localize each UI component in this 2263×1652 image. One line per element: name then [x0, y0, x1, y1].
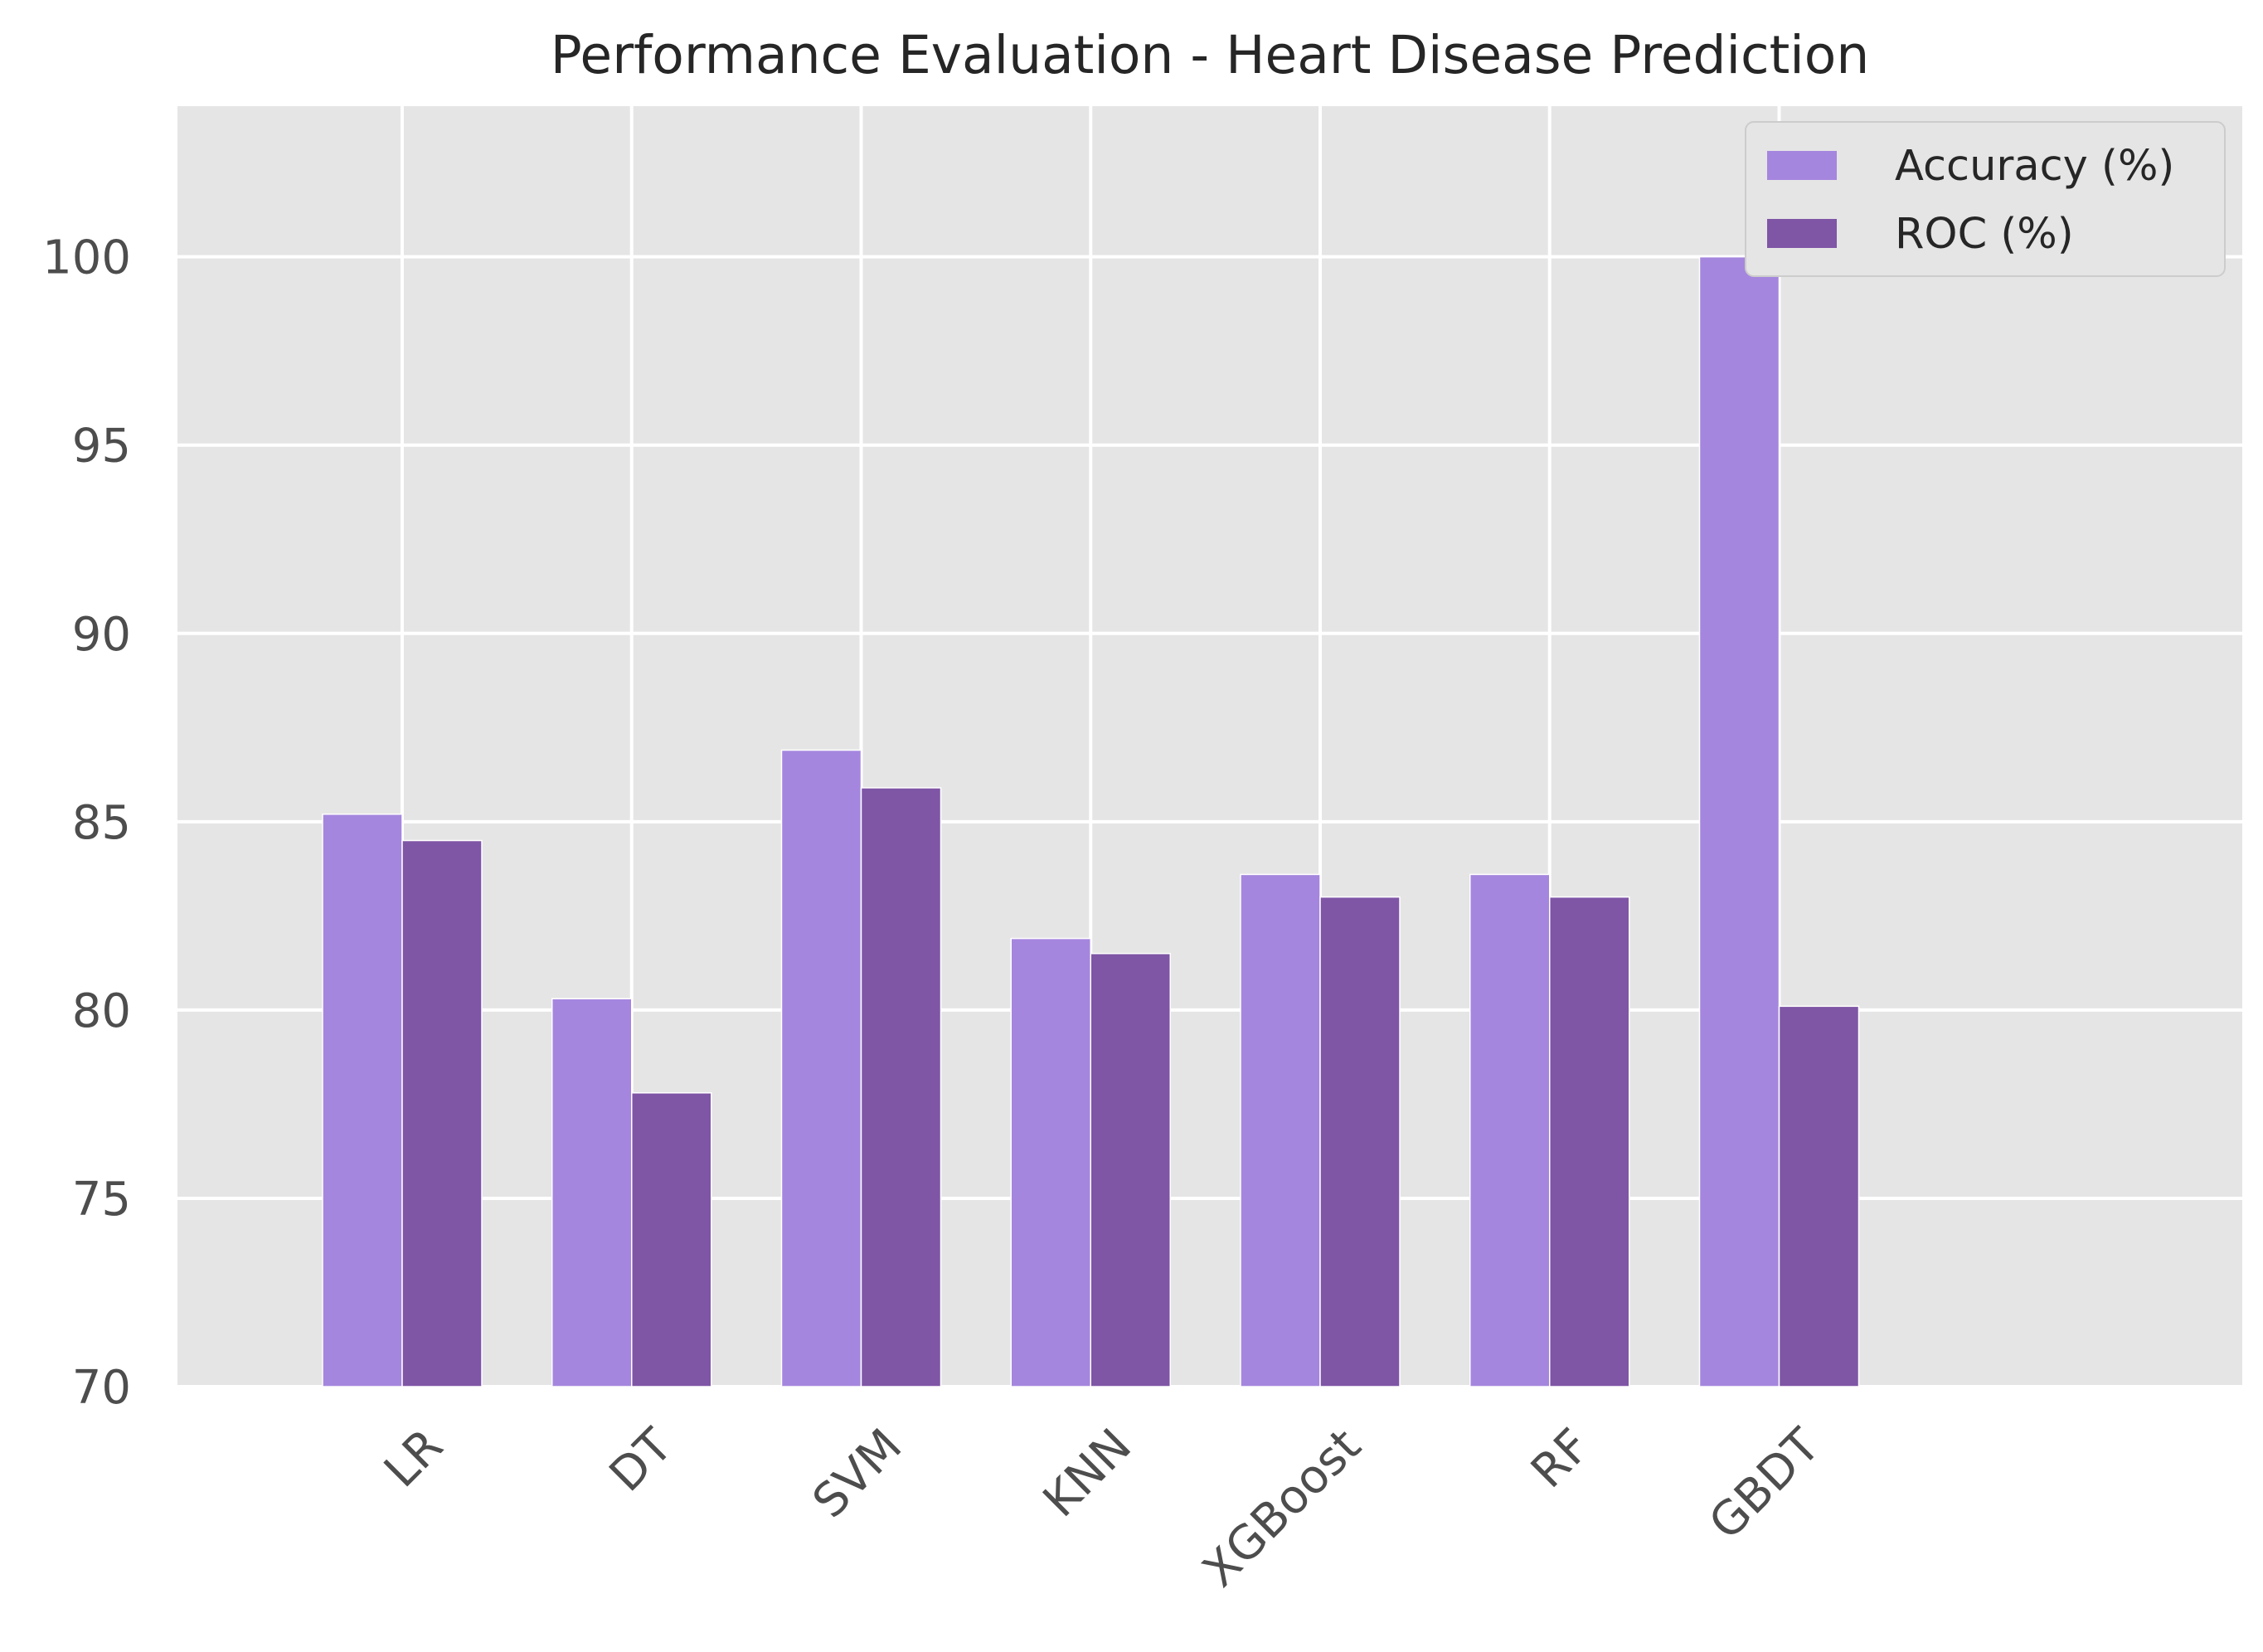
bar-accuracy-lr	[322, 813, 403, 1387]
bar-roc-knn	[1090, 953, 1171, 1387]
bar-roc-lr	[401, 839, 483, 1387]
x-tick-labels: LR DT SVM KNN XGBoost RF GBDT	[374, 1418, 1831, 1597]
x-tick-label: GBDT	[1699, 1418, 1831, 1550]
x-tick-label: DT	[600, 1418, 683, 1502]
legend-box	[1745, 121, 2226, 277]
bar-accuracy-rf	[1469, 873, 1551, 1387]
x-tick-label: XGBoost	[1192, 1419, 1372, 1598]
y-tick-labels: 70 75 80 85 90 95 100	[42, 231, 131, 1415]
y-tick-label: 100	[42, 231, 131, 285]
chart-title: Performance Evaluation - Heart Disease P…	[551, 25, 1870, 85]
plot-area	[177, 106, 2242, 1387]
bar-roc-gbdt	[1778, 1005, 1860, 1387]
legend-swatch-roc	[1767, 219, 1837, 248]
x-tick-label: LR	[374, 1419, 454, 1499]
x-tick-label: RF	[1521, 1419, 1600, 1499]
bar-roc-xgboost	[1319, 896, 1401, 1387]
y-tick-label: 75	[72, 1173, 131, 1227]
y-tick-label: 70	[72, 1361, 131, 1415]
bar-accuracy-dt	[551, 998, 633, 1387]
bar-accuracy-gbdt	[1698, 255, 1780, 1387]
bar-roc-svm	[860, 787, 942, 1387]
x-tick-label: SVM	[803, 1419, 912, 1528]
legend-label-accuracy: Accuracy (%)	[1895, 142, 2174, 191]
bar-accuracy-xgboost	[1240, 873, 1321, 1387]
y-tick-label: 90	[72, 608, 131, 662]
y-tick-label: 85	[72, 796, 131, 850]
bars	[322, 255, 1860, 1387]
bar-roc-rf	[1549, 896, 1630, 1387]
bar-accuracy-svm	[780, 749, 862, 1387]
bar-roc-dt	[631, 1092, 712, 1387]
y-tick-label: 80	[72, 984, 131, 1038]
bar-accuracy-knn	[1010, 937, 1091, 1387]
legend-label-roc: ROC (%)	[1895, 210, 2074, 259]
legend: Accuracy (%) ROC (%)	[1745, 121, 2226, 277]
x-tick-label: KNN	[1033, 1419, 1142, 1528]
legend-swatch-accuracy	[1767, 151, 1837, 180]
y-tick-label: 95	[72, 420, 131, 474]
